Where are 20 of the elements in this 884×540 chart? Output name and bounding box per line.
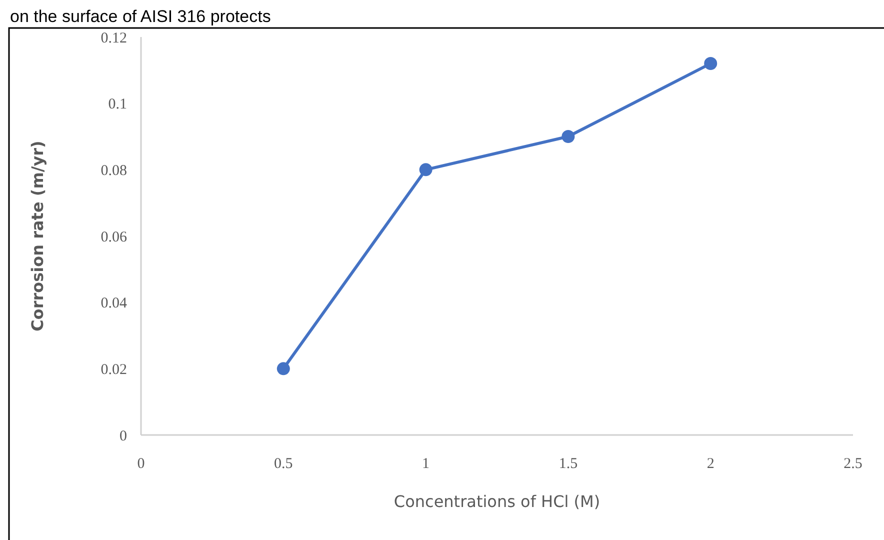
x-tick-label: 1.5	[558, 456, 578, 472]
y-tick-label: 0.12	[100, 30, 127, 46]
y-tick-label: 0	[120, 428, 127, 444]
point	[276, 362, 290, 376]
point	[704, 57, 718, 70]
x-tick-label: 0	[137, 456, 145, 472]
text: on the surface of AISI 316 protects	[10, 7, 271, 26]
point	[562, 130, 575, 143]
x-tick-label: 2.5	[844, 456, 862, 472]
y-tick-label: 0.04	[100, 296, 128, 312]
x-tick-label: 1	[422, 456, 430, 472]
point	[419, 163, 432, 176]
y-tick-label: 0.02	[100, 362, 127, 378]
y-tick-label: 0.1	[108, 96, 127, 113]
x-axis-title: Concentrations of HCl (M)	[394, 492, 600, 511]
y-tick-label: 0.06	[100, 229, 128, 246]
x-tick-label: 2	[706, 456, 714, 472]
y-axis-title: Corrosion rate (m/yr)	[28, 140, 47, 332]
x-tick-label: 0.5	[274, 456, 293, 472]
y-tick-label: 0.08	[100, 162, 127, 179]
